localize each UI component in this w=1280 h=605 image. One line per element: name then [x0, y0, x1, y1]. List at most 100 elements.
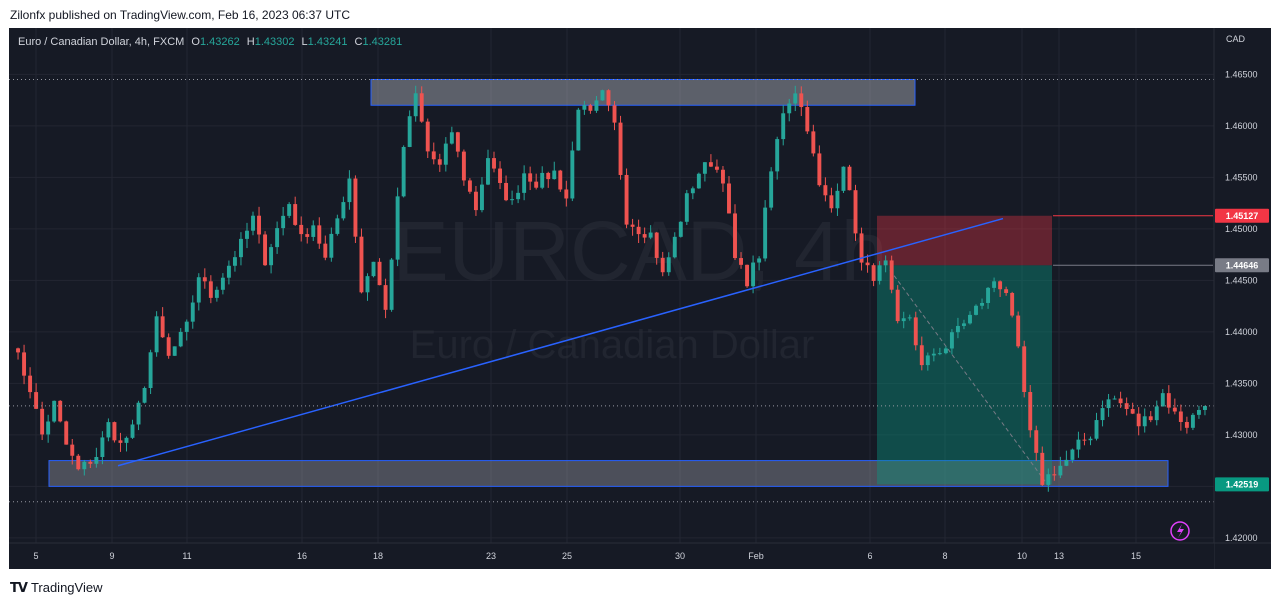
x-tick-label: Feb	[748, 551, 764, 561]
candle-body	[1124, 403, 1129, 410]
lightning-icon[interactable]	[1170, 521, 1190, 541]
y-tick-label: 1.45000	[1225, 224, 1258, 234]
candle-body	[58, 400, 63, 422]
candle-body	[907, 317, 912, 319]
candle-body	[660, 257, 665, 273]
candle-body	[986, 287, 991, 303]
candle-body	[805, 107, 810, 132]
candle-body	[534, 181, 539, 188]
high-label: H	[246, 36, 255, 48]
candle-body	[546, 172, 551, 180]
candle-body	[88, 461, 93, 464]
candle-body	[859, 233, 864, 263]
candle-body	[329, 233, 334, 258]
candle-body	[1100, 408, 1105, 421]
candle-body	[919, 345, 924, 366]
candle-body	[522, 173, 527, 193]
candle-body	[1070, 449, 1075, 460]
candle-body	[901, 318, 906, 322]
price-axis[interactable]	[1214, 28, 1271, 543]
candle-body	[708, 162, 713, 167]
candle-body	[666, 257, 671, 273]
candle-body	[998, 281, 1003, 290]
support-zone[interactable]	[48, 460, 1169, 487]
candle-body	[781, 113, 786, 140]
candle-body	[949, 332, 954, 349]
candle-body	[407, 116, 412, 147]
x-tick-label: 9	[109, 551, 114, 561]
candle-body	[16, 348, 20, 353]
candle-body	[763, 207, 768, 259]
candle-body	[172, 346, 177, 356]
candle-body	[1040, 452, 1045, 485]
candle-body	[281, 215, 286, 229]
candle-body	[1004, 289, 1009, 293]
candle-body	[817, 153, 822, 186]
x-tick-label: 5	[33, 551, 38, 561]
y-tick-label: 1.42000	[1225, 533, 1258, 543]
candle-body	[251, 215, 255, 231]
candle-body	[389, 259, 394, 310]
candle-body	[714, 166, 719, 170]
candle-body	[1022, 346, 1027, 393]
candle-body	[883, 260, 888, 266]
candle-body	[516, 192, 521, 200]
candle-body	[341, 202, 346, 219]
candle-body	[775, 139, 780, 172]
candle-body	[498, 168, 502, 183]
tradingview-logo[interactable]: TV TradingView	[10, 580, 102, 596]
candle-body	[232, 257, 237, 266]
candle-body	[769, 171, 774, 208]
candle-body	[600, 90, 605, 101]
price-label-text: 1.44646	[1226, 260, 1259, 270]
candle-body	[461, 151, 466, 181]
candle-body	[28, 375, 33, 393]
candle-body	[733, 213, 737, 259]
low-label: L	[301, 36, 308, 48]
candle-body	[636, 226, 641, 235]
candle-body	[190, 302, 195, 322]
candle-body	[317, 225, 322, 244]
candle-body	[100, 437, 105, 458]
candle-body	[82, 461, 87, 470]
candle-body	[383, 285, 388, 310]
open-label: O	[191, 36, 200, 48]
candle-body	[64, 421, 69, 445]
candle-body	[992, 281, 997, 288]
chart-frame[interactable]	[9, 28, 1271, 569]
candle-body	[449, 132, 454, 144]
candle-body	[40, 408, 45, 435]
candle-body	[925, 355, 930, 366]
candle-body	[1052, 474, 1057, 476]
candle-body	[690, 188, 695, 194]
candle-body	[1010, 292, 1015, 316]
candle-body	[606, 90, 611, 106]
candle-body	[467, 180, 472, 192]
candle-body	[492, 158, 496, 169]
high-value: 1.43302	[254, 36, 295, 48]
time-axis[interactable]	[9, 543, 1214, 569]
candle-body	[1203, 406, 1207, 410]
candle-body	[136, 402, 141, 425]
x-tick-label: 6	[867, 551, 872, 561]
candle-body	[52, 400, 57, 422]
candle-body	[1184, 421, 1189, 428]
symbol-legend: Euro / Canadian Dollar, 4h, FXCM O1.4326…	[18, 36, 402, 48]
candle-body	[178, 331, 183, 347]
y-tick-label: 1.44500	[1225, 275, 1258, 285]
candle-body	[275, 228, 280, 248]
resistance-zone[interactable]	[370, 79, 916, 106]
y-tick-label: 1.45500	[1225, 172, 1258, 182]
candle-body	[588, 105, 593, 111]
candle-body	[377, 261, 382, 286]
tv-logo-icon: TV	[10, 581, 28, 596]
candle-body	[486, 158, 490, 185]
candle-body	[293, 204, 298, 225]
trendline[interactable]	[117, 217, 1004, 467]
publish-header: Zilonfx published on TradingView.com, Fe…	[0, 0, 1280, 28]
candle-body	[865, 262, 870, 266]
candle-body	[889, 260, 894, 290]
stop-loss-zone[interactable]	[877, 215, 1052, 266]
candle-body	[220, 277, 225, 290]
